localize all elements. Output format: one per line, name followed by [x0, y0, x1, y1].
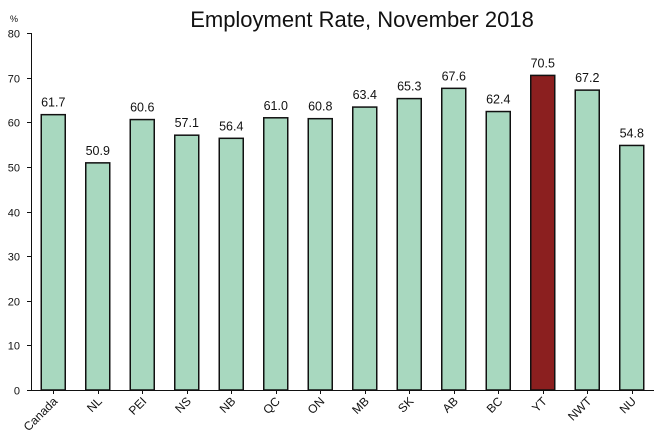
y-tick-label: 60 [8, 118, 20, 130]
value-label-ab: 67.6 [442, 69, 466, 83]
bar-bc [485, 110, 511, 391]
value-label-qc: 61.0 [264, 99, 288, 113]
bar-ns [174, 134, 200, 391]
category-label-nl: NL [84, 394, 105, 415]
value-label-nb: 56.4 [219, 119, 243, 133]
y-tick-label: 80 [8, 29, 20, 41]
bar-canada [40, 113, 66, 391]
bar-on [307, 117, 333, 391]
category-label-qc: QC [260, 394, 283, 417]
value-label-sk: 65.3 [397, 80, 421, 94]
y-tick-label: 10 [8, 341, 20, 353]
y-tick-label: 50 [8, 163, 20, 175]
chart-title: Employment Rate, November 2018 [190, 7, 534, 32]
bar-mb [352, 106, 378, 391]
bar-sk [396, 97, 422, 391]
value-label-nwt: 67.2 [575, 71, 599, 85]
category-label-yt: YT [529, 394, 550, 415]
category-label-nb: NB [217, 394, 239, 416]
value-label-ns: 57.1 [175, 116, 199, 130]
category-label-ns: NS [172, 394, 194, 416]
bar-nl [85, 162, 111, 391]
value-labels-group: 61.7 50.9 60.6 57.1 56.4 61.0 60.8 63.4 65.3 67.6… [41, 56, 644, 157]
x-axis-labels-group: Canada NL PEI NS NB QC ON MB SK AB BC YT NWT NU [21, 390, 639, 434]
value-label-nl: 50.9 [86, 144, 110, 158]
y-axis-unit-label: % [10, 14, 18, 24]
y-tick-label: 40 [8, 208, 20, 220]
category-label-mb: MB [349, 394, 372, 417]
bar-pei [129, 118, 155, 391]
bar-yt [530, 74, 556, 391]
y-tick-label: 70 [8, 74, 20, 86]
bars-group [40, 74, 645, 391]
bar-ab [441, 87, 467, 391]
bar-nu [619, 144, 645, 391]
value-label-on: 60.8 [308, 100, 332, 114]
category-label-pei: PEI [126, 394, 150, 418]
bar-qc [263, 117, 289, 391]
bar-nwt [574, 89, 600, 391]
y-tick-label: 0 [14, 386, 20, 398]
value-label-bc: 62.4 [486, 93, 510, 107]
y-axis-ticks: 0 10 20 30 40 50 60 70 80 [8, 29, 31, 398]
category-label-nwt: NWT [565, 394, 595, 424]
category-label-nu: NU [617, 394, 639, 416]
bar-nb [218, 137, 244, 391]
value-label-mb: 63.4 [353, 88, 377, 102]
value-label-canada: 61.7 [41, 96, 65, 110]
value-label-yt: 70.5 [531, 56, 555, 70]
category-label-on: ON [305, 394, 328, 417]
category-label-ab: AB [440, 394, 461, 415]
value-label-nu: 54.8 [620, 126, 644, 140]
y-tick-label: 30 [8, 252, 20, 264]
category-label-bc: BC [484, 394, 506, 416]
y-tick-label: 20 [8, 297, 20, 309]
category-label-canada: Canada [21, 394, 61, 434]
category-label-sk: SK [395, 394, 416, 415]
value-label-pei: 60.6 [130, 101, 154, 115]
